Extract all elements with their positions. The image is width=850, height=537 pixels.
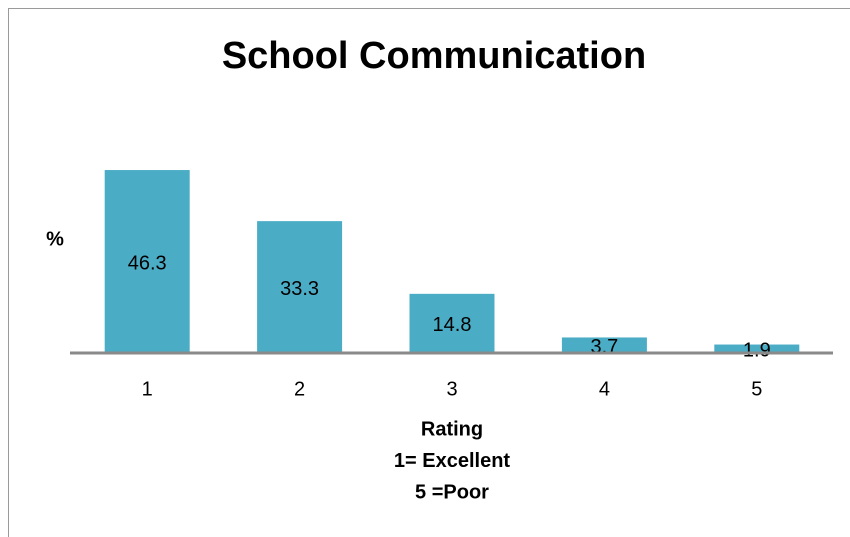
x-tick-label: 3 (446, 378, 457, 400)
data-label: 1.9 (743, 340, 771, 362)
bar (257, 221, 343, 352)
x-tick-label: 5 (751, 378, 762, 400)
x-axis-label: 1= Excellent (394, 450, 511, 472)
bar (409, 293, 495, 352)
bar (104, 170, 190, 352)
data-label: 14.8 (433, 314, 472, 336)
x-tick-label: 2 (294, 378, 305, 400)
x-tick-label: 1 (142, 378, 153, 400)
x-axis-label: 5 =Poor (415, 481, 489, 503)
data-label: 3.7 (590, 336, 618, 358)
x-tick-label: 4 (599, 378, 610, 400)
bar (714, 344, 800, 352)
y-axis-label: % (46, 228, 64, 250)
chart-title: School Communication (222, 35, 646, 77)
data-label: 33.3 (280, 278, 319, 300)
data-label: 46.3 (128, 252, 167, 274)
x-axis-label: Rating (421, 418, 483, 440)
bar (561, 337, 647, 352)
